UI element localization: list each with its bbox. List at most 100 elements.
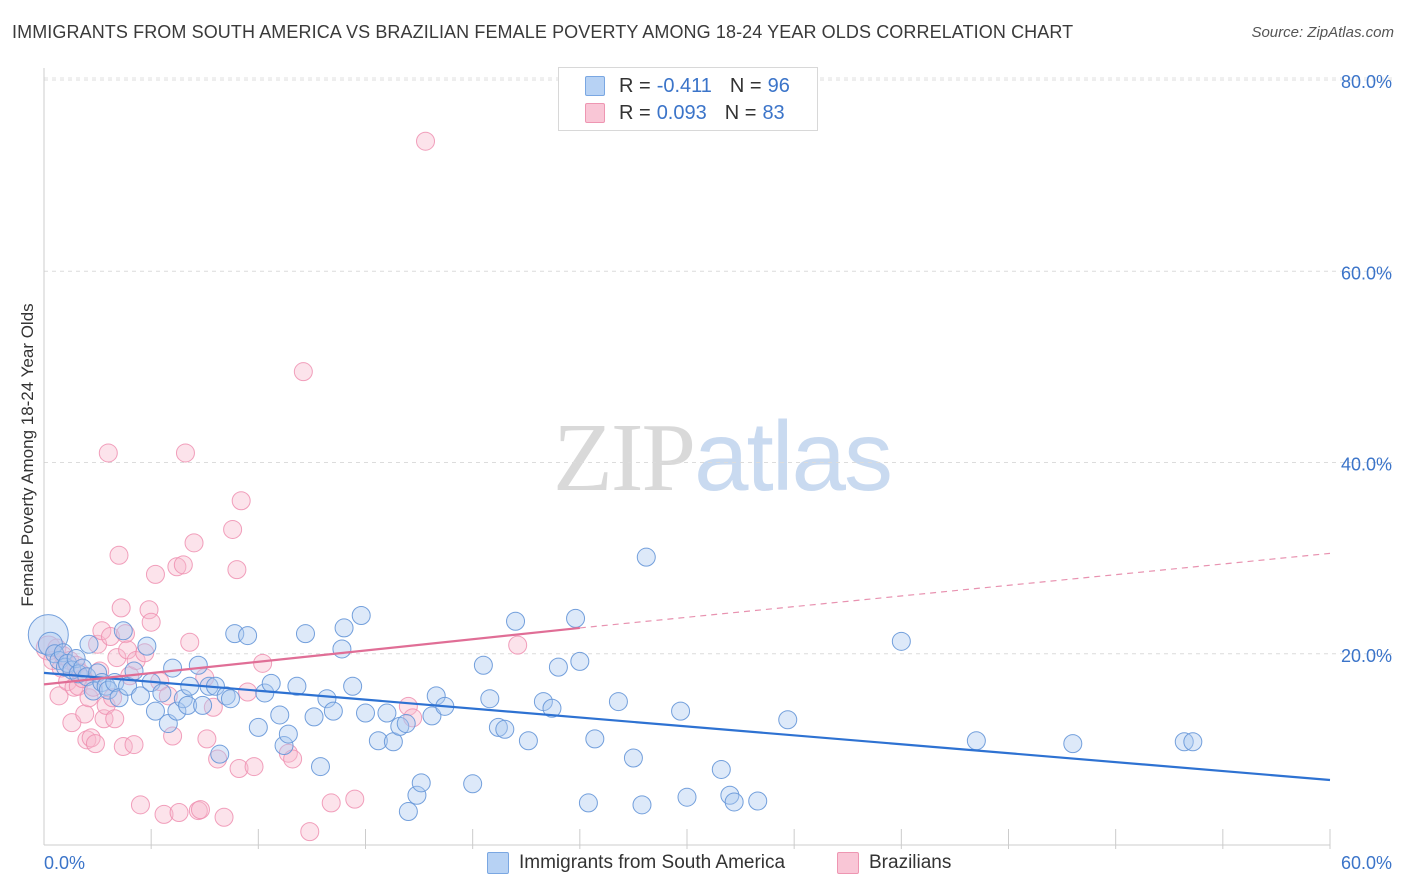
- immigrants-point: [585, 729, 605, 749]
- legend-r-label: R =: [619, 101, 651, 124]
- brazilians-point: [184, 533, 204, 553]
- immigrants-point: [178, 695, 198, 715]
- y-tick-label: 80.0%: [1341, 72, 1392, 92]
- watermark: ZIPatlas: [553, 400, 893, 514]
- immigrants-point: [323, 701, 343, 721]
- immigrants-point: [518, 731, 538, 751]
- bottom-legend-label-brazilians: Brazilians: [869, 852, 952, 873]
- immigrants-point: [398, 802, 418, 822]
- immigrants-point: [334, 618, 354, 638]
- brazilians-point: [154, 804, 174, 824]
- brazilians-point: [238, 682, 258, 702]
- immigrants-point: [636, 547, 656, 567]
- legend-r-value: -0.411: [656, 74, 712, 97]
- brazilians-points: [35, 131, 528, 842]
- immigrants-point: [422, 706, 442, 726]
- immigrants-point: [145, 701, 165, 721]
- brazilians-point: [139, 600, 159, 620]
- brazilians-point: [109, 545, 129, 565]
- watermark-zip: ZIP: [553, 404, 696, 512]
- immigrants-point: [278, 724, 298, 744]
- brazilians-point: [169, 802, 189, 822]
- brazilians-point: [283, 749, 303, 769]
- brazilians-point: [180, 632, 200, 652]
- immigrants-point: [724, 792, 744, 812]
- immigrants-point: [124, 661, 144, 681]
- brazilians-point: [75, 704, 95, 724]
- immigrants-point: [671, 701, 691, 721]
- legend-n-value: 83: [762, 101, 785, 124]
- immigrants-point: [66, 649, 86, 669]
- brazilians-point: [105, 709, 125, 729]
- x-tick-label: 60.0%: [1341, 853, 1392, 873]
- axes: [43, 68, 1331, 849]
- brazilians-point: [416, 131, 436, 151]
- brazilians-point: [214, 807, 234, 827]
- immigrants-point: [270, 705, 290, 725]
- bottom-legend-label-immigrants: Immigrants from South America: [519, 852, 786, 873]
- immigrants-point: [463, 774, 483, 794]
- brazilians-point: [115, 624, 135, 644]
- immigrants-point: [542, 698, 562, 718]
- immigrants-point: [488, 717, 508, 737]
- brazilians-point: [173, 555, 193, 575]
- immigrants-point: [113, 621, 133, 641]
- immigrants-trend-line: [43, 671, 1331, 782]
- immigrants-point: [677, 787, 697, 807]
- immigrants-point: [1063, 734, 1083, 754]
- legend-r-value: 0.093: [656, 101, 707, 124]
- brazilians-point: [508, 635, 528, 655]
- brazilians-point: [49, 686, 69, 706]
- immigrants-point: [548, 657, 568, 677]
- brazilians-point: [321, 793, 341, 813]
- immigrants-point: [566, 608, 586, 628]
- bottom-legend-brazilians: Brazilians: [837, 852, 951, 874]
- legend-n-label: N =: [724, 101, 757, 124]
- immigrants-point: [248, 717, 268, 737]
- immigrants-point: [79, 634, 99, 654]
- tick-labels: 20.0% 40.0% 60.0% 80.0% 0.0% 60.0%: [44, 72, 1392, 873]
- brazilians-point: [124, 735, 144, 755]
- chart-title: IMMIGRANTS FROM SOUTH AMERICA VS BRAZILI…: [12, 22, 1074, 42]
- legend-n-label: N =: [729, 74, 762, 97]
- legend-row-brazilians: R = 0.093 N = 83: [585, 100, 785, 126]
- watermark-atlas: atlas: [694, 401, 893, 511]
- immigrants-point: [238, 626, 258, 646]
- brazilians-point: [107, 648, 127, 668]
- y-tick-label: 60.0%: [1341, 263, 1392, 283]
- immigrants-point: [411, 773, 431, 793]
- stats-legend: R = -0.411 N = 96 R = 0.093 N = 83: [558, 67, 818, 131]
- immigrants-point: [891, 631, 911, 651]
- immigrants-point: [578, 793, 598, 813]
- immigrants-point: [287, 676, 307, 696]
- immigrants-point: [310, 757, 330, 777]
- immigrants-point: [304, 707, 324, 727]
- immigrants-point: [407, 785, 427, 805]
- x-tick-label: 0.0%: [44, 853, 85, 873]
- bottom-legend-immigrants: Immigrants from South America: [487, 852, 785, 874]
- immigrants-point: [163, 658, 183, 678]
- brazilians-point: [197, 729, 217, 749]
- immigrants-point: [220, 689, 240, 709]
- brazilians-point: [244, 757, 264, 777]
- brazilians-point: [223, 519, 243, 539]
- legend-n-value: 96: [767, 74, 790, 97]
- brazilians-point: [167, 557, 187, 577]
- brazilians-point: [85, 734, 105, 754]
- immigrants-point: [53, 643, 73, 663]
- immigrants-point: [137, 636, 157, 656]
- immigrants-point: [317, 689, 337, 709]
- y-tick-label: 20.0%: [1341, 646, 1392, 666]
- brazilians-trend-extension: [579, 552, 1331, 629]
- immigrants-point: [261, 673, 281, 693]
- brazilians-point: [163, 726, 183, 746]
- immigrants-point: [711, 759, 731, 779]
- legend-row-immigrants: R = -0.411 N = 96: [585, 73, 790, 99]
- immigrants-point: [748, 791, 768, 811]
- legend-swatch-brazilians: [585, 103, 605, 123]
- immigrants-point: [332, 639, 352, 659]
- trend-lines: [43, 552, 1331, 782]
- brazilians-point: [135, 643, 155, 663]
- brazilians-point: [227, 560, 247, 580]
